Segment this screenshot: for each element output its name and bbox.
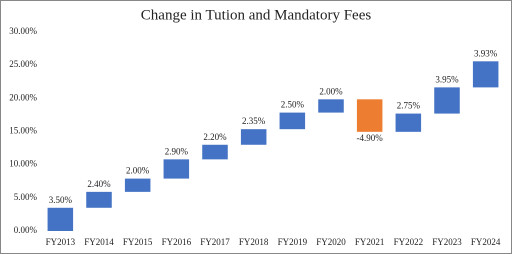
y-tick-label: 20.00% — [9, 92, 37, 102]
x-tick-label: FY2021 — [355, 237, 385, 247]
x-tick-label: FY2024 — [471, 237, 501, 247]
bar — [472, 61, 499, 88]
x-tick-label: FY2013 — [46, 237, 76, 247]
x-tick-label: FY2022 — [394, 237, 424, 247]
bar — [47, 207, 74, 231]
value-label: 3.95% — [435, 74, 459, 84]
y-tick-label: 30.00% — [9, 26, 37, 36]
x-tick-label: FY2017 — [200, 237, 230, 247]
value-label: 2.00% — [126, 166, 150, 176]
bar — [279, 112, 306, 130]
value-label: 3.50% — [49, 195, 73, 205]
y-tick-label: 25.00% — [9, 59, 37, 69]
bar — [163, 159, 190, 179]
y-tick-label: 15.00% — [9, 126, 37, 136]
x-tick-label: FY2019 — [278, 237, 308, 247]
chart-title: Change in Tution and Mandatory Fees — [141, 7, 372, 23]
y-tick-label: 0.00% — [14, 225, 38, 235]
x-tick-label: FY2023 — [432, 237, 462, 247]
value-label: 3.93% — [474, 48, 498, 58]
bar — [318, 99, 344, 113]
value-label: 2.35% — [242, 116, 266, 126]
value-label: -4.90% — [357, 133, 384, 143]
x-tick-label: FY2016 — [162, 237, 192, 247]
value-label: 2.20% — [203, 132, 227, 142]
bar — [434, 87, 460, 114]
bar — [356, 99, 383, 132]
value-label: 2.90% — [165, 146, 189, 156]
x-tick-label: FY2015 — [123, 237, 153, 247]
bar — [124, 178, 151, 192]
value-label: 2.75% — [397, 101, 421, 111]
x-tick-label: FY2020 — [316, 237, 346, 247]
value-label: 2.00% — [319, 86, 343, 96]
y-tick-label: 10.00% — [9, 159, 37, 169]
bar — [240, 129, 267, 145]
value-label: 2.40% — [87, 179, 111, 189]
bar — [86, 191, 112, 208]
x-tick-label: FY2018 — [239, 237, 269, 247]
x-tick-label: FY2014 — [84, 237, 114, 247]
y-tick-label: 5.00% — [14, 192, 38, 202]
value-label: 2.50% — [281, 100, 305, 110]
bar — [395, 113, 422, 132]
bar — [202, 144, 228, 160]
